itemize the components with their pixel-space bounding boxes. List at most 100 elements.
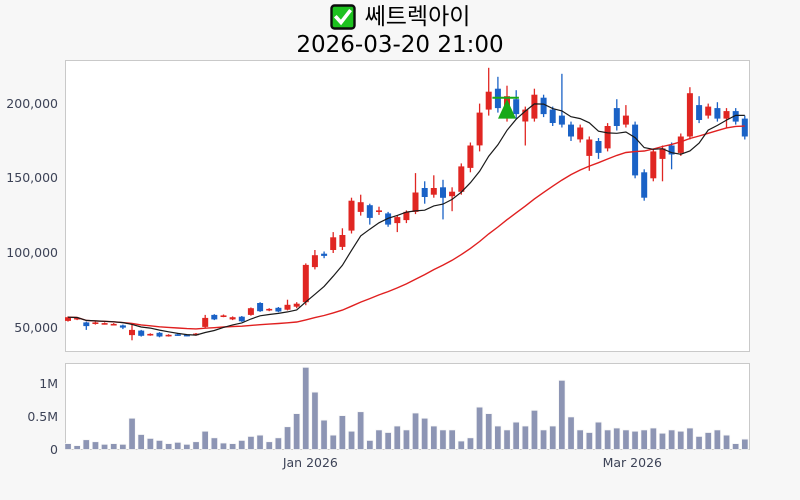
candle-body-down <box>366 205 373 218</box>
volume-bar <box>512 421 520 450</box>
volume-bar <box>558 379 566 450</box>
candle-body-down <box>211 314 218 320</box>
volume-tick-label: 0.5M <box>27 408 58 424</box>
volume-bar <box>155 439 164 450</box>
candle-body-up <box>467 145 474 168</box>
volume-bar <box>668 429 676 450</box>
candle-body-up <box>586 139 593 156</box>
candle-body-down <box>275 307 282 312</box>
volume-bar <box>384 432 392 450</box>
volume-bar <box>146 437 155 450</box>
volume-bar <box>649 427 657 450</box>
volume-bar <box>741 438 749 450</box>
candle-body-up <box>705 106 712 116</box>
volume-bar <box>549 425 557 450</box>
volume-bar <box>420 417 429 450</box>
candle-body-up <box>485 91 492 110</box>
candle-body-up <box>650 151 657 179</box>
volume-bar <box>283 426 292 450</box>
volume-bar <box>466 437 475 450</box>
candle-body-up <box>403 211 410 221</box>
price-tick-label: 100,000 <box>6 244 58 260</box>
volume-bar <box>265 441 273 450</box>
candle-body-up <box>193 333 199 336</box>
candle-body-down <box>595 141 602 153</box>
volume-bar <box>448 429 456 450</box>
candle-body-down <box>513 99 520 115</box>
volume-bar <box>256 434 264 450</box>
candle-body-down <box>741 118 748 137</box>
volume-bar <box>732 443 740 450</box>
volume-bar <box>604 429 612 450</box>
volume-bar <box>439 429 447 450</box>
candle-body-up <box>110 323 117 326</box>
candle-body-down <box>321 253 328 256</box>
candle-body-down <box>568 124 574 137</box>
candle-body-up <box>266 308 273 311</box>
candle-body-down <box>119 325 126 328</box>
candle-body-down <box>641 172 648 198</box>
volume-bar <box>347 430 356 450</box>
candle-body-up <box>129 329 135 336</box>
candle-body-up <box>348 200 355 231</box>
candle-body-up <box>659 148 666 159</box>
volume-bar <box>521 425 529 450</box>
volume-bar <box>238 439 246 450</box>
volume-bar <box>329 434 337 450</box>
candle-body-up <box>339 235 346 247</box>
volume-bar <box>485 413 493 450</box>
volume-bar <box>119 443 127 450</box>
candle-body-down <box>83 322 90 327</box>
volume-bar <box>494 425 502 450</box>
volume-bar <box>457 440 465 450</box>
candle-body-up <box>147 333 154 336</box>
candle-body-up <box>284 304 291 310</box>
ma-short-line <box>67 103 745 336</box>
candle-body-up <box>604 126 611 149</box>
ma-long-line <box>67 125 745 330</box>
price-tick-label: 150,000 <box>6 170 58 186</box>
candle-body-up <box>430 188 437 195</box>
volume-bar <box>594 421 603 450</box>
volume-bar <box>539 429 548 450</box>
volume-bar <box>210 437 219 450</box>
volume-bar <box>576 429 584 450</box>
price-plot-area <box>65 60 750 352</box>
volume-bar <box>713 429 721 450</box>
candle-body-down <box>696 105 703 120</box>
volume-bar <box>219 442 228 450</box>
candle-body-up <box>302 264 309 303</box>
volume-bar <box>228 443 237 450</box>
chart-datetime: 2026-03-20 21:00 <box>296 32 504 58</box>
volume-bar <box>722 434 731 450</box>
volume-bar <box>247 435 255 450</box>
chart-title-row: 쎄트렉아이 <box>0 3 800 31</box>
volume-bar <box>82 439 90 450</box>
stock-name: 쎄트렉아이 <box>364 4 471 30</box>
candles <box>65 67 748 341</box>
volume-bar <box>411 412 420 450</box>
candle-body-up <box>101 323 108 325</box>
x-tick-label: Mar 2026 <box>602 455 662 470</box>
volume-bar <box>677 430 685 450</box>
candle-body-up <box>74 317 81 320</box>
volume-bar <box>704 432 712 450</box>
volume-bar <box>366 439 374 450</box>
candle-body-up <box>330 237 337 250</box>
volume-bar <box>631 430 639 450</box>
candle-body-down <box>540 97 547 115</box>
candle-body-down <box>549 109 556 123</box>
volume-bar <box>567 416 575 450</box>
volume-bar <box>183 443 191 450</box>
volume-bar <box>110 443 118 450</box>
volume-bar <box>201 430 209 450</box>
candle-body-up <box>394 217 401 224</box>
volume-tick-label: 1M <box>39 376 58 392</box>
volume-bar <box>91 441 100 450</box>
volume-bar <box>137 434 145 450</box>
candle-body-up <box>723 111 730 119</box>
price-tick-label: 50,000 <box>14 319 58 335</box>
volume-bar <box>658 432 667 450</box>
candle-body-up <box>686 93 693 137</box>
